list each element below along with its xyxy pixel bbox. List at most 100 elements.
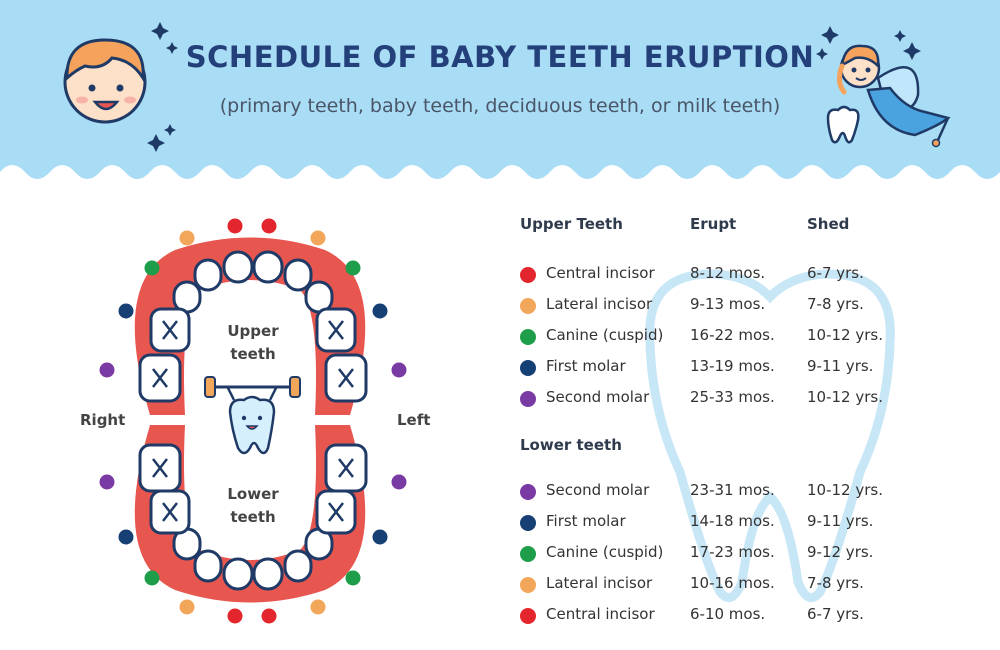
lower-lateral-incisor [283, 549, 313, 583]
upper-teeth-header: Upper Teeth [520, 215, 623, 233]
lower-label-line2: teeth [230, 508, 276, 526]
upper-second-molar [138, 353, 182, 403]
tooth-name: Central incisor [546, 605, 655, 623]
tooth-name: Central incisor [546, 264, 655, 282]
shed-header: Shed [807, 215, 850, 233]
star-icon [147, 22, 921, 152]
tooth-name: Canine (cuspid) [546, 326, 664, 344]
lower-label-line1: Lower [227, 485, 279, 503]
shed-value: 9-12 yrs. [807, 543, 874, 561]
table-row: Canine (cuspid) 16-22 mos. 10-12 yrs. [510, 326, 910, 348]
color-dot-icon [391, 362, 407, 378]
lower-teeth-label: Lower teeth [208, 483, 298, 529]
color-dot-icon [520, 608, 536, 624]
color-dots-layer [99, 218, 407, 624]
shed-value: 9-11 yrs. [807, 357, 874, 375]
upper-label-line1: Upper [227, 322, 279, 340]
erupt-value: 14-18 mos. [690, 512, 775, 530]
table-row: First molar 14-18 mos. 9-11 yrs. [510, 512, 910, 534]
color-dot-icon [372, 303, 388, 319]
lower-second-molar [138, 443, 182, 493]
lower-second-molar [324, 443, 368, 493]
color-dot-icon [310, 230, 326, 246]
table-row: Lateral incisor 10-16 mos. 7-8 yrs. [510, 574, 910, 596]
tooth-watermark-icon [645, 269, 895, 603]
shed-value: 7-8 yrs. [807, 295, 864, 313]
erupt-value: 8-12 mos. [690, 264, 766, 282]
tooth-name: First molar [546, 512, 626, 530]
tooth-name: Lateral incisor [546, 295, 653, 313]
table-row: Central incisor 8-12 mos. 6-7 yrs. [510, 264, 910, 286]
shed-value: 7-8 yrs. [807, 574, 864, 592]
upper-central-incisor [222, 250, 254, 284]
page-title: SCHEDULE OF BABY TEETH ERUPTION [185, 40, 815, 74]
shed-value: 10-12 yrs. [807, 326, 883, 344]
upper-lateral-incisor [193, 258, 223, 292]
jaw-diagram [99, 218, 407, 624]
left-side-label: Left [397, 411, 431, 429]
upper-label-line2: teeth [230, 345, 276, 363]
lower-central-incisor [222, 557, 254, 591]
color-dot-icon [179, 230, 195, 246]
color-dot-icon [144, 260, 160, 276]
upper-central-incisor [252, 250, 284, 284]
table-row: Lateral incisor 9-13 mos. 7-8 yrs. [510, 295, 910, 317]
teeth-layer [138, 250, 368, 591]
erupt-value: 6-10 mos. [690, 605, 766, 623]
shed-value: 6-7 yrs. [807, 264, 864, 282]
color-dot-icon [99, 474, 115, 490]
tooth-name: First molar [546, 357, 626, 375]
tooth-name: Second molar [546, 388, 650, 406]
erupt-value: 10-16 mos. [690, 574, 775, 592]
color-dot-icon [520, 360, 536, 376]
page-subtitle: (primary teeth, baby teeth, deciduous te… [219, 95, 781, 117]
tooth-name: Canine (cuspid) [546, 543, 664, 561]
color-dot-icon [310, 599, 326, 615]
upper-second-molar [324, 353, 368, 403]
tooth-name: Lateral incisor [546, 574, 653, 592]
color-dot-icon [520, 515, 536, 531]
color-dot-icon [261, 608, 277, 624]
lower-first-molar [149, 489, 191, 535]
erupt-header: Erupt [690, 215, 737, 233]
erupt-value: 13-19 mos. [690, 357, 775, 375]
color-dot-icon [520, 391, 536, 407]
tooth-with-barbell-icon [204, 376, 301, 455]
shed-value: 10-12 yrs. [807, 481, 883, 499]
color-dot-icon [179, 599, 195, 615]
color-dot-icon [520, 577, 536, 593]
table-row: Central incisor 6-10 mos. 6-7 yrs. [510, 605, 910, 627]
color-dot-icon [118, 303, 134, 319]
color-dot-icon [227, 608, 243, 624]
color-dot-icon [99, 362, 115, 378]
upper-lateral-incisor [283, 258, 313, 292]
lower-central-incisor [252, 557, 284, 591]
header-background [0, 0, 1000, 179]
lower-lateral-incisor [193, 549, 223, 583]
shed-value: 6-7 yrs. [807, 605, 864, 623]
color-dot-icon [520, 484, 536, 500]
upper-first-molar [149, 307, 191, 353]
lower-teeth-header: Lower teeth [520, 436, 622, 454]
shed-value: 10-12 yrs. [807, 388, 883, 406]
color-dot-icon [345, 570, 361, 586]
color-dot-icon [227, 218, 243, 234]
color-dot-icon [520, 546, 536, 562]
table-row: First molar 13-19 mos. 9-11 yrs. [510, 357, 910, 379]
table-row: Canine (cuspid) 17-23 mos. 9-12 yrs. [510, 543, 910, 565]
color-dot-icon [345, 260, 361, 276]
upper-first-molar [315, 307, 357, 353]
upper-teeth-label: Upper teeth [208, 320, 298, 366]
color-dot-icon [520, 298, 536, 314]
color-dot-icon [261, 218, 277, 234]
table-row: Second molar 25-33 mos. 10-12 yrs. [510, 388, 910, 410]
color-dot-icon [372, 529, 388, 545]
erupt-value: 17-23 mos. [690, 543, 775, 561]
header-banner: SCHEDULE OF BABY TEETH ERUPTION (primary… [0, 0, 1000, 190]
erupt-value: 23-31 mos. [690, 481, 775, 499]
right-side-label: Right [80, 411, 126, 429]
color-dot-icon [118, 529, 134, 545]
color-dot-icon [391, 474, 407, 490]
tooth-fairy-icon [826, 44, 951, 148]
erupt-value: 25-33 mos. [690, 388, 775, 406]
